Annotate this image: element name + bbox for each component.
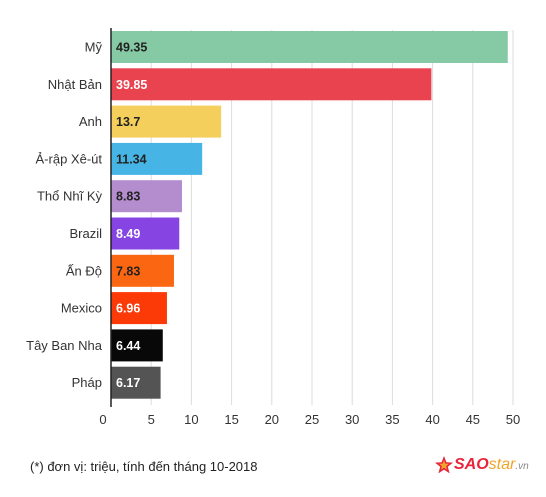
category-label: Mexico <box>61 301 102 316</box>
bar <box>111 329 163 362</box>
bar-value-label: 11.34 <box>116 152 147 166</box>
x-tick-label: 45 <box>466 412 480 427</box>
bar-value-label: 8.49 <box>116 227 140 241</box>
category-label: Nhật Bản <box>48 77 102 92</box>
x-tick-label: 50 <box>506 412 520 427</box>
bar-value-label: 6.96 <box>116 302 140 316</box>
star-logo-icon <box>435 456 453 474</box>
bar-value-label: 6.17 <box>116 376 140 390</box>
x-tick-label: 20 <box>265 412 279 427</box>
footnote: (*) đơn vị: triệu, tính đến tháng 10-201… <box>30 459 258 474</box>
x-tick-label: 10 <box>184 412 198 427</box>
category-label: Pháp <box>72 375 102 390</box>
bar <box>111 31 508 63</box>
category-label: Tây Ban Nha <box>26 338 103 353</box>
logo-vn-text: .vn <box>515 461 529 472</box>
category-label: Anh <box>79 114 102 129</box>
bar <box>111 68 432 101</box>
bar <box>111 292 167 325</box>
bar <box>111 254 174 287</box>
category-label: Thổ Nhĩ Kỳ <box>37 189 103 204</box>
bar <box>111 142 203 175</box>
x-tick-label: 35 <box>385 412 399 427</box>
category-label: Ả-rập Xê-út <box>36 151 103 166</box>
x-tick-label: 5 <box>148 412 155 427</box>
category-label: Mỹ <box>85 40 103 55</box>
x-tick-label: 15 <box>224 412 238 427</box>
category-label: Brazil <box>69 226 102 241</box>
saostar-logo[interactable]: SAOstar.vn <box>434 454 542 478</box>
bar <box>111 217 180 250</box>
bar <box>111 105 222 138</box>
bar-value-label: 7.83 <box>116 264 140 278</box>
bar <box>111 366 161 399</box>
x-tick-label: 30 <box>345 412 359 427</box>
bar-value-label: 6.44 <box>116 339 140 353</box>
bar-value-label: 39.85 <box>116 78 147 92</box>
category-label: Ấn Độ <box>66 263 102 278</box>
bar-value-label: 8.83 <box>116 190 140 204</box>
bar <box>111 180 182 213</box>
bar-value-label: 13.7 <box>116 115 140 129</box>
x-tick-label: 40 <box>425 412 439 427</box>
bar-value-label: 49.35 <box>116 41 147 55</box>
logo-star-text: star <box>488 456 516 473</box>
x-tick-label: 25 <box>305 412 319 427</box>
x-tick-label: 0 <box>99 412 106 427</box>
bar-chart: 49.35 Mỹ 39.85 Nhật Bản 13.7 Anh 11.34 Ả-rập Xê… <box>26 28 520 427</box>
logo-sao-text: SAO <box>454 456 489 473</box>
